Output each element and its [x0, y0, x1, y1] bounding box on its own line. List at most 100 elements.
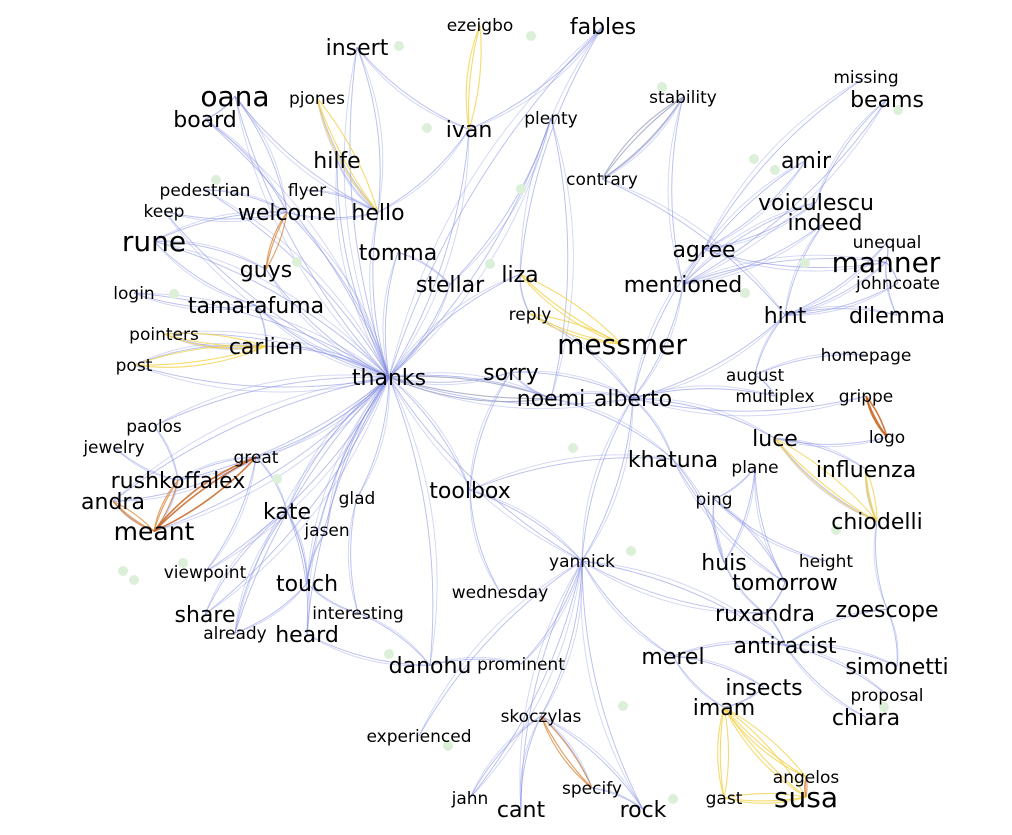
graph-node	[118, 566, 128, 576]
word-label: stability	[649, 88, 717, 108]
graph-node	[129, 575, 139, 585]
word-label: danohu	[389, 654, 472, 679]
graph-edge-highlight	[519, 273, 623, 345]
word-label: pedestrian	[160, 181, 251, 201]
graph-edge	[388, 371, 512, 386]
graph-edge-highlight	[601, 96, 684, 180]
graph-edge	[672, 656, 725, 708]
word-label: noemi	[517, 387, 585, 412]
graph-edge	[601, 178, 786, 316]
graph-edge	[204, 510, 288, 615]
graph-edge	[713, 466, 756, 500]
graph-edge	[388, 273, 521, 378]
graph-edge-highlight	[465, 24, 481, 130]
graph-edge	[632, 249, 705, 399]
graph-node	[526, 31, 536, 41]
graph-edge	[510, 370, 634, 399]
graph-edge	[388, 129, 470, 378]
word-label: jahn	[451, 789, 489, 809]
graph-edge-highlight	[865, 395, 888, 438]
graph-edge-highlight	[774, 437, 878, 522]
graph-edge	[632, 395, 867, 417]
graph-edge	[336, 160, 379, 213]
graph-edge	[581, 560, 674, 657]
graph-edge	[519, 26, 604, 275]
graph-edge	[382, 252, 399, 378]
graph-edge	[255, 305, 267, 347]
graph-edge	[885, 261, 899, 284]
graph-edge	[356, 47, 381, 213]
graph-edge	[286, 511, 310, 635]
word-label: reply	[509, 305, 552, 325]
graph-node	[422, 123, 432, 133]
word-label: tamarafuma	[188, 294, 324, 319]
graph-edge-highlight	[153, 456, 257, 532]
graph-edge	[469, 372, 512, 491]
graph-edge	[306, 633, 431, 666]
word-label: plane	[731, 458, 778, 478]
graph-edge	[632, 397, 776, 439]
graph-edge	[204, 118, 390, 378]
word-label: insert	[326, 36, 389, 61]
word-label: stellar	[416, 273, 485, 298]
graph-edge	[388, 25, 604, 378]
graph-edge-highlight	[865, 395, 888, 438]
word-label: ping	[695, 490, 732, 510]
graph-edge	[397, 251, 451, 285]
graph-edge	[469, 715, 542, 799]
graph-edge	[550, 392, 634, 399]
graph-edge-highlight	[133, 345, 267, 368]
graph-edge	[540, 715, 644, 810]
graph-edge	[632, 385, 776, 399]
graph-edge	[234, 95, 288, 213]
graph-edge	[234, 96, 390, 378]
word-label: chiodelli	[831, 510, 922, 535]
graph-edge	[388, 374, 552, 399]
graph-edge	[153, 240, 390, 378]
node-layer	[118, 31, 903, 804]
graph-edge	[204, 510, 288, 615]
graph-edge	[601, 178, 786, 316]
graph-edge	[286, 511, 308, 584]
graph-edge-highlight	[163, 333, 267, 350]
word-label: rune	[122, 225, 186, 258]
graph-edge	[885, 241, 889, 263]
graph-edge	[133, 292, 390, 378]
word-label: khatuna	[628, 448, 718, 473]
word-label: rushkoffalex	[111, 469, 246, 494]
graph-edge-highlight	[723, 796, 807, 804]
word-label: liza	[501, 263, 538, 288]
graph-edge-highlight	[163, 333, 267, 348]
graph-edge	[672, 655, 765, 688]
graph-edge	[591, 787, 644, 810]
graph-edge	[754, 314, 786, 376]
label-layer: ezeigbo fables insert missing oana pjone…	[81, 15, 949, 823]
graph-node	[893, 105, 903, 115]
graph-edge	[469, 560, 583, 799]
graph-edge	[550, 117, 574, 399]
graph-edge	[286, 211, 379, 219]
word-label: susa	[774, 781, 838, 814]
graph-edge	[356, 47, 470, 130]
graph-edge-highlight	[540, 715, 593, 789]
graph-edge	[265, 345, 390, 378]
graph-edge-highlight	[468, 25, 482, 130]
word-label: sorry	[483, 361, 539, 386]
graph-edge-highlight	[774, 437, 878, 522]
word-label: height	[799, 552, 854, 572]
word-label: huis	[701, 551, 746, 576]
graph-edge-highlight	[265, 211, 288, 270]
graph-node	[485, 259, 495, 269]
graph-edge-highlight	[804, 776, 807, 798]
graph-edge	[873, 521, 888, 610]
graph-edge	[153, 210, 288, 242]
word-label: logo	[869, 428, 905, 448]
word-label: post	[116, 356, 153, 376]
graph-node	[568, 443, 578, 453]
graph-edge	[204, 377, 390, 615]
graph-edge	[153, 240, 257, 306]
graph-edge	[632, 314, 786, 399]
graph-edge	[153, 425, 179, 481]
word-label: plenty	[524, 109, 577, 129]
word-label: insects	[725, 676, 802, 701]
